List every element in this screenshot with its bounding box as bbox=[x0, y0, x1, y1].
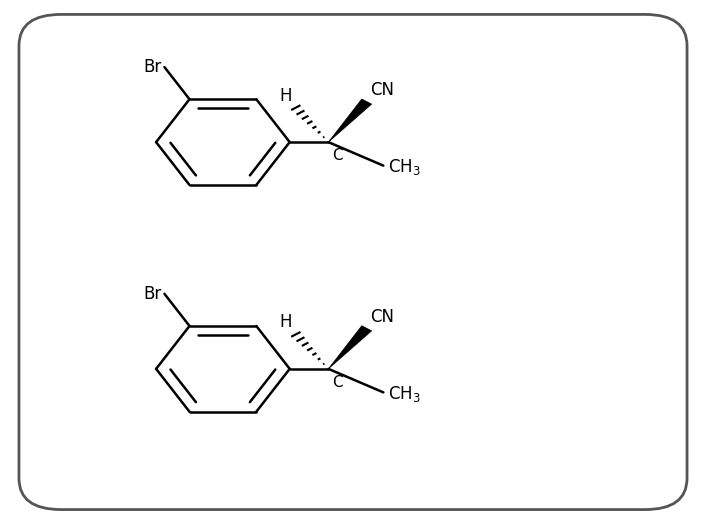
Text: CH$_3$: CH$_3$ bbox=[388, 384, 420, 404]
Polygon shape bbox=[328, 326, 371, 369]
Text: Br: Br bbox=[143, 58, 162, 76]
Text: CN: CN bbox=[370, 308, 394, 326]
Polygon shape bbox=[328, 99, 371, 142]
Text: H: H bbox=[280, 86, 292, 104]
Text: CH$_3$: CH$_3$ bbox=[388, 157, 420, 177]
Text: Br: Br bbox=[143, 285, 162, 303]
Text: C: C bbox=[332, 375, 342, 390]
Text: H: H bbox=[280, 313, 292, 331]
Text: CN: CN bbox=[370, 81, 394, 99]
Text: C: C bbox=[332, 148, 342, 163]
